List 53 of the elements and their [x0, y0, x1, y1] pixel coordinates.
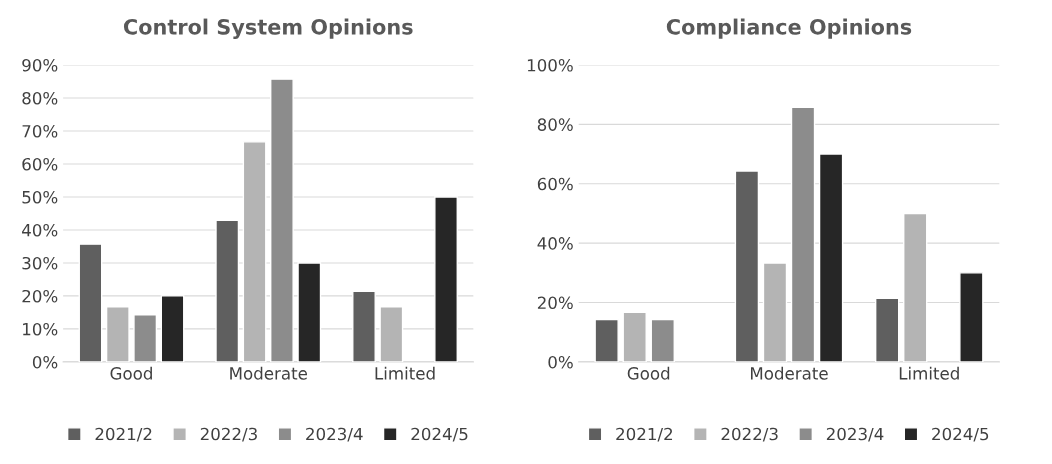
- legend-label: 2021/2: [95, 427, 152, 442]
- bar: [270, 78, 294, 362]
- legend-label: 2024/5: [932, 427, 989, 442]
- y-tick-label: 90%: [22, 58, 58, 72]
- chart-title: Control System Opinions: [123, 18, 413, 39]
- bar: [78, 243, 103, 362]
- bar: [874, 297, 900, 362]
- bar: [297, 262, 322, 362]
- legend-label: 2023/4: [826, 427, 884, 442]
- y-tick-label: 0%: [548, 355, 573, 369]
- bar: [160, 295, 185, 362]
- bar: [434, 196, 458, 362]
- y-tick-label: 100%: [527, 58, 573, 72]
- y-tick-label: 40%: [537, 237, 573, 250]
- bar: [379, 306, 404, 362]
- bar: [105, 306, 130, 362]
- x-tick-label: Limited: [899, 366, 959, 380]
- x-tick-label: Good: [110, 366, 152, 380]
- y-tick-label: 60%: [22, 157, 58, 171]
- x-tick-label: Good: [627, 366, 670, 380]
- bar: [622, 311, 647, 362]
- y-tick-label: 80%: [22, 91, 58, 105]
- bar: [734, 170, 760, 362]
- bar: [818, 153, 844, 362]
- y-tick-label: 10%: [23, 322, 58, 336]
- bar: [133, 314, 158, 362]
- bar: [903, 212, 928, 362]
- bar: [594, 318, 619, 362]
- y-tick-label: 30%: [22, 256, 58, 270]
- y-tick-label: 20%: [537, 296, 573, 310]
- y-tick-label: 0%: [32, 355, 58, 369]
- bar: [242, 141, 267, 362]
- legend-label: 2022/3: [721, 427, 778, 442]
- x-tick-label: Moderate: [751, 366, 828, 380]
- chart-title: Compliance Opinions: [666, 18, 912, 39]
- y-tick-label: 50%: [22, 190, 58, 204]
- bar: [762, 262, 788, 362]
- bar: [959, 272, 984, 362]
- y-tick-label: 70%: [22, 124, 58, 138]
- bar: [650, 318, 675, 362]
- x-tick-label: Moderate: [230, 366, 307, 380]
- y-tick-label: 80%: [537, 118, 573, 131]
- bar: [352, 290, 376, 362]
- legend-label: 2024/5: [411, 427, 468, 442]
- y-tick-label: 40%: [22, 223, 58, 237]
- legend-label: 2022/3: [200, 427, 257, 442]
- x-tick-label: Limited: [375, 366, 435, 380]
- legend-label: 2023/4: [306, 427, 363, 442]
- y-tick-label: 60%: [537, 177, 573, 191]
- bar: [790, 106, 816, 362]
- bar: [215, 219, 240, 362]
- legend-label: 2021/2: [616, 427, 673, 442]
- y-tick-label: 20%: [22, 289, 58, 303]
